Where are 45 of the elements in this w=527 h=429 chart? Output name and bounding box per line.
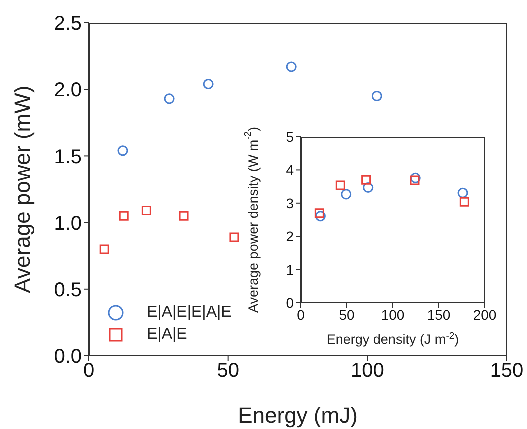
x-tick-label: 100 bbox=[381, 306, 405, 323]
y-tick-label: 5 bbox=[286, 128, 294, 145]
x-axis-title: Energy density (J m$^{-2}$) bbox=[326, 330, 460, 347]
point bbox=[410, 176, 420, 186]
point bbox=[230, 232, 240, 242]
point bbox=[179, 211, 189, 221]
y-tick-label: 1.5 bbox=[54, 146, 82, 168]
legend-label: E|A|E bbox=[147, 326, 188, 344]
x-axis-title: Energy (mJ) bbox=[238, 403, 358, 428]
point bbox=[362, 175, 372, 185]
y-axis-title: Average power (mW) bbox=[10, 86, 35, 294]
x-tick-label: 200 bbox=[473, 306, 497, 323]
point bbox=[458, 188, 468, 198]
point bbox=[372, 91, 382, 102]
point bbox=[314, 208, 324, 218]
point bbox=[164, 94, 175, 104]
x-tick-label: 150 bbox=[427, 306, 451, 323]
y-tick-label: 0.5 bbox=[54, 280, 82, 302]
y-tick-label: 3 bbox=[286, 195, 294, 212]
point bbox=[118, 146, 128, 156]
point bbox=[142, 206, 152, 216]
point bbox=[119, 211, 129, 221]
point bbox=[410, 172, 421, 184]
y-tick-label: 1.0 bbox=[54, 212, 82, 235]
x-tick-label: 50 bbox=[339, 306, 355, 323]
y-tick-label: 4 bbox=[286, 162, 294, 178]
x-tick-label: 100 bbox=[350, 360, 384, 382]
point bbox=[336, 180, 346, 190]
point bbox=[341, 189, 352, 200]
x-tick-label: 0 bbox=[297, 306, 306, 323]
point bbox=[460, 197, 470, 207]
legend-label: E|A|E|E|A|E bbox=[147, 304, 232, 322]
y-tick-label: 2.5 bbox=[54, 13, 82, 36]
point bbox=[315, 211, 326, 222]
y-tick-label: 2 bbox=[286, 228, 294, 245]
point bbox=[286, 62, 297, 72]
y-tick-label: 0.0 bbox=[54, 346, 82, 368]
y-tick-label: 1 bbox=[286, 262, 294, 278]
point bbox=[203, 79, 214, 90]
x-tick-label: 50 bbox=[217, 360, 240, 382]
point bbox=[100, 244, 110, 254]
x-tick-label: 150 bbox=[490, 360, 524, 382]
y-tick-label: 2.0 bbox=[54, 80, 82, 102]
point bbox=[363, 182, 374, 194]
y-tick-label: 0 bbox=[286, 294, 294, 311]
